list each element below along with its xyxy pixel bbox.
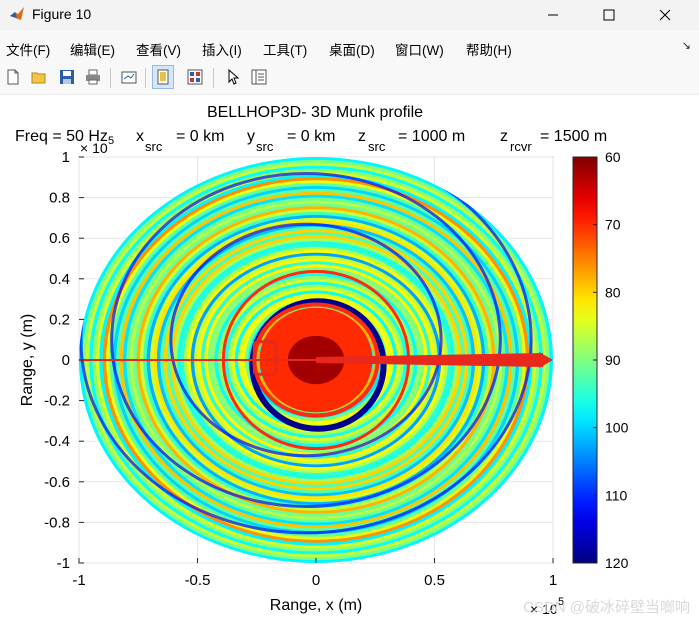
x-axis-exponent-power: 5 bbox=[558, 596, 564, 608]
colorbar-ticks: 60 70 80 90 100 110 120 bbox=[593, 149, 629, 571]
y-tick-label: 0.6 bbox=[49, 230, 70, 247]
subtitle-ysrc-label: y bbox=[247, 128, 255, 145]
toolbar-separator bbox=[213, 68, 214, 88]
menu-desktop[interactable]: 桌面(D) bbox=[329, 43, 375, 58]
y-tick-label: -0.8 bbox=[44, 514, 70, 531]
pointer-button[interactable] bbox=[222, 65, 244, 89]
shadow-ring bbox=[110, 172, 502, 508]
maximize-button[interactable] bbox=[586, 0, 632, 30]
subtitle-zsrc-sub: src bbox=[368, 139, 386, 154]
colorbar-tick-label: 70 bbox=[605, 217, 621, 233]
y-tick-label: 0.2 bbox=[49, 311, 70, 328]
x-axis-label: Range, x (m) bbox=[270, 597, 362, 614]
link-plot-button[interactable] bbox=[118, 65, 140, 89]
y-axis-exponent: × 10 bbox=[80, 140, 108, 156]
y-axis-label: Range, y (m) bbox=[19, 314, 36, 406]
minimize-button[interactable] bbox=[530, 0, 576, 30]
menu-help[interactable]: 帮助(H) bbox=[466, 43, 512, 58]
subtitle-freq: Freq = 50 Hz bbox=[15, 128, 108, 145]
beam-fan bbox=[316, 353, 543, 367]
close-icon bbox=[659, 9, 671, 21]
menu-file[interactable]: 文件(F) bbox=[6, 43, 51, 58]
shadow-ring bbox=[169, 222, 443, 458]
new-figure-icon bbox=[7, 69, 19, 85]
y-axis-exponent-power: 5 bbox=[108, 135, 114, 147]
y-tick-label: 0.8 bbox=[49, 190, 70, 207]
save-icon bbox=[60, 70, 74, 84]
y-tick-label: -0.4 bbox=[44, 433, 70, 450]
menu-view[interactable]: 查看(V) bbox=[136, 43, 181, 58]
colorbar-tick-label: 120 bbox=[605, 555, 629, 571]
watermark-text: CSDN @破冰碎壁当啷响 bbox=[523, 599, 690, 616]
subtitle-zrcvr-value: = 1500 m bbox=[540, 128, 607, 145]
show-plot-tools-button[interactable] bbox=[184, 65, 206, 89]
property-editor-button[interactable] bbox=[248, 65, 270, 89]
toolbar-separator bbox=[145, 68, 146, 88]
menu-window[interactable]: 窗口(W) bbox=[395, 43, 444, 58]
maximize-icon bbox=[603, 9, 615, 21]
colorbar-tick-label: 90 bbox=[605, 352, 621, 368]
menu-insert[interactable]: 插入(I) bbox=[202, 43, 242, 58]
open-file-button[interactable] bbox=[28, 65, 50, 89]
heatmap-chart: BELLHOP3D- 3D Munk profile Freq = 50 Hz … bbox=[15, 104, 690, 617]
subtitle-ysrc-sub: src bbox=[256, 139, 274, 154]
x-tick-label: -0.5 bbox=[185, 572, 211, 589]
minimize-icon bbox=[548, 14, 558, 16]
pointer-icon bbox=[228, 69, 240, 85]
x-tick-label: 0.5 bbox=[424, 572, 445, 589]
subtitle-zrcvr-sub: rcvr bbox=[510, 139, 532, 154]
window-title: Figure 10 bbox=[32, 6, 92, 22]
shadow-ring bbox=[79, 157, 533, 535]
matlab-icon bbox=[10, 7, 24, 20]
figure-canvas: BELLHOP3D- 3D Munk profile Freq = 50 Hz … bbox=[0, 95, 699, 623]
window-titlebar: Figure 10 bbox=[0, 0, 699, 30]
y-tick-label: 0.4 bbox=[49, 271, 70, 288]
ray-beam bbox=[79, 340, 553, 376]
beam-arrowhead bbox=[539, 352, 553, 368]
dark-ring bbox=[249, 298, 387, 432]
chart-subtitle: Freq = 50 Hz x src = 0 km y src = 0 km z… bbox=[15, 128, 607, 154]
hide-plot-tools-icon bbox=[157, 69, 169, 85]
y-axis-ticks: 1 0.8 0.6 0.4 0.2 0 -0.2 -0.4 -0.6 -0.8 -1 bbox=[44, 149, 84, 572]
colorbar-tick-label: 100 bbox=[605, 420, 629, 436]
figure-toolbar bbox=[0, 62, 699, 95]
menu-tools[interactable]: 工具(T) bbox=[263, 43, 308, 58]
subtitle-ysrc-value: = 0 km bbox=[287, 128, 335, 145]
y-tick-label: 0 bbox=[62, 352, 70, 369]
x-tick-label: -1 bbox=[72, 572, 85, 589]
y-tick-label: -1 bbox=[57, 555, 70, 572]
y-tick-label: -0.2 bbox=[44, 393, 70, 410]
colorbar-tick-label: 60 bbox=[605, 149, 621, 165]
y-tick-label: 1 bbox=[62, 149, 70, 166]
chart-title: BELLHOP3D- 3D Munk profile bbox=[207, 104, 423, 121]
menu-edit[interactable]: 编辑(E) bbox=[70, 43, 115, 58]
link-plot-icon bbox=[121, 71, 137, 84]
subtitle-xsrc-value: = 0 km bbox=[176, 128, 224, 145]
save-button[interactable] bbox=[56, 65, 78, 89]
dock-figure-icon[interactable]: ↘ bbox=[681, 40, 691, 52]
hide-plot-tools-button[interactable] bbox=[152, 65, 174, 89]
show-plot-tools-icon bbox=[187, 69, 203, 85]
print-button[interactable] bbox=[82, 65, 104, 89]
subtitle-xsrc-label: x bbox=[136, 128, 144, 145]
x-tick-label: 0 bbox=[312, 572, 320, 589]
colorbar-tick-label: 80 bbox=[605, 284, 621, 300]
new-figure-button[interactable] bbox=[2, 65, 24, 89]
property-editor-icon bbox=[251, 69, 267, 85]
toolbar-separator bbox=[110, 68, 111, 88]
print-icon bbox=[86, 69, 100, 85]
close-button[interactable] bbox=[642, 0, 688, 30]
menu-bar: 文件(F) 编辑(E) 查看(V) 插入(I) 工具(T) 桌面(D) 窗口(W… bbox=[0, 30, 699, 62]
subtitle-zsrc-label: z bbox=[358, 128, 366, 145]
subtitle-zrcvr-label: z bbox=[500, 128, 508, 145]
beam-source-box bbox=[252, 340, 278, 376]
y-tick-label: -0.6 bbox=[44, 474, 70, 491]
x-axis-exponent: × 10 bbox=[530, 601, 558, 617]
x-axis-ticks: -1 -0.5 0 0.5 1 bbox=[72, 558, 557, 589]
subtitle-zsrc-value: = 1000 m bbox=[398, 128, 465, 145]
subtitle-xsrc-sub: src bbox=[145, 139, 163, 154]
open-file-icon bbox=[31, 72, 46, 84]
x-tick-label: 1 bbox=[549, 572, 557, 589]
colorbar-tick-label: 110 bbox=[605, 487, 628, 503]
